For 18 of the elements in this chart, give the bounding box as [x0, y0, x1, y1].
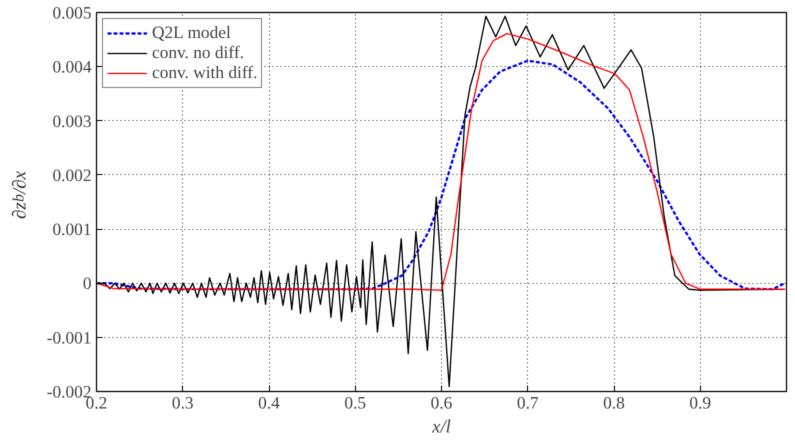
x-tick-label: 0.8 [603, 394, 625, 412]
y-tick-label: 0.003 [52, 112, 92, 131]
legend-label: conv. no diff. [152, 43, 244, 63]
legend-label: conv. with diff. [152, 63, 258, 83]
x-tick-label: 0.6 [430, 394, 453, 412]
y-tick-label: 0.004 [52, 58, 92, 77]
y-tick-label: 0 [82, 274, 92, 294]
y-tick-label: 0.005 [52, 4, 92, 22]
x-tick-label: 0.5 [344, 394, 366, 412]
x-tick-label: 0.3 [172, 394, 194, 412]
x-tick-label: 0.7 [516, 394, 539, 412]
x-axis-title: x/l [431, 416, 451, 438]
x-tick-label: 0.4 [258, 394, 280, 412]
x-tick-label: 0.9 [689, 394, 712, 412]
y-tick-label: 0.001 [52, 220, 92, 240]
legend-label: Q2L model [152, 23, 231, 43]
y-tick-label: 0.002 [52, 166, 92, 185]
y-tick-label: -0.001 [46, 328, 92, 348]
